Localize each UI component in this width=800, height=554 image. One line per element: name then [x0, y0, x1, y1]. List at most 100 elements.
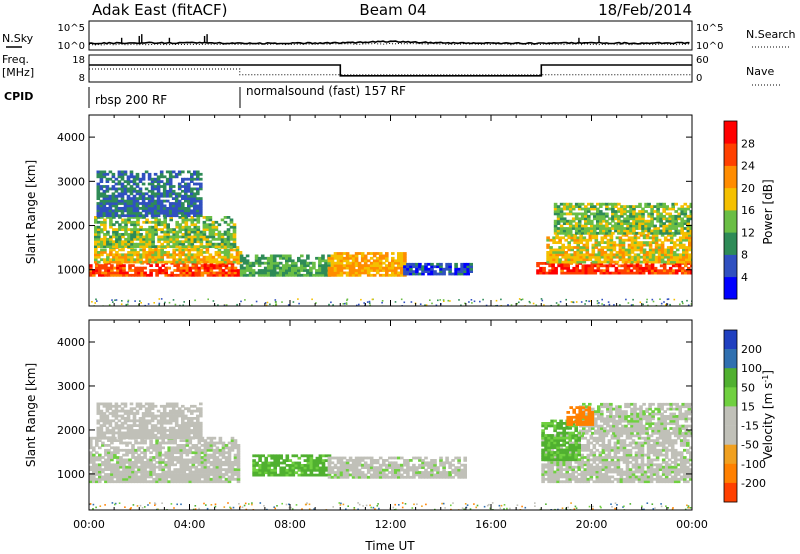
scatter-point: [608, 303, 611, 306]
range-time-cell: [169, 230, 173, 234]
range-time-cell: [182, 470, 187, 474]
range-time-cell: [188, 473, 193, 476]
range-time-cell: [553, 212, 558, 216]
range-time-cell: [158, 456, 162, 459]
range-time-cell: [297, 456, 302, 460]
range-time-cell: [651, 241, 656, 244]
range-time-cell: [315, 271, 319, 275]
range-time-cell: [152, 269, 156, 272]
range-time-cell: [97, 253, 101, 257]
range-time-cell: [171, 404, 176, 408]
range-time-cell: [124, 223, 128, 227]
range-time-cell: [173, 475, 177, 479]
range-time-cell: [227, 468, 232, 471]
range-time-cell: [626, 231, 630, 235]
range-time-cell: [170, 458, 174, 462]
range-time-cell: [654, 243, 659, 247]
range-time-cell: [147, 211, 152, 215]
range-time-cell: [272, 254, 277, 258]
range-time-cell: [159, 194, 164, 198]
scatter-point: [264, 302, 267, 304]
range-time-cell: [609, 248, 614, 252]
range-time-cell: [324, 273, 328, 277]
range-time-cell: [330, 256, 335, 260]
range-time-cell: [552, 258, 556, 262]
range-time-cell: [153, 180, 158, 183]
range-time-cell: [556, 231, 561, 235]
range-time-cell: [599, 222, 603, 225]
range-time-cell: [146, 463, 150, 467]
range-time-cell: [551, 271, 555, 275]
range-time-cell: [110, 463, 114, 467]
range-time-cell: [128, 480, 132, 484]
range-time-cell: [427, 270, 431, 273]
range-time-cell: [174, 202, 179, 205]
range-time-cell: [662, 214, 666, 218]
range-time-cell: [100, 245, 104, 248]
range-time-cell: [165, 211, 170, 215]
range-time-cell: [103, 228, 107, 231]
range-time-cell: [199, 245, 204, 248]
range-time-cell: [611, 205, 615, 208]
scatter-point: [647, 304, 649, 306]
range-time-cell: [190, 237, 195, 241]
range-time-cell: [179, 458, 184, 462]
scatter-point: [642, 303, 644, 306]
range-time-cell: [148, 225, 152, 229]
range-time-cell: [635, 219, 639, 223]
range-time-cell: [545, 271, 549, 275]
range-time-cell: [555, 233, 559, 237]
range-time-cell: [123, 412, 128, 415]
range-time-cell: [306, 254, 310, 258]
range-time-cell: [255, 473, 259, 477]
range-time-cell: [129, 409, 134, 413]
range-time-cell: [193, 424, 197, 427]
range-time-cell: [94, 216, 98, 219]
range-time-cell: [605, 214, 609, 218]
scatter-point: [603, 304, 605, 306]
range-time-cell: [123, 436, 128, 440]
range-time-cell: [110, 264, 114, 267]
range-time-cell: [288, 464, 293, 467]
range-time-cell: [559, 212, 564, 216]
range-time-cell: [574, 217, 579, 221]
range-time-cell: [100, 223, 104, 227]
range-time-cell: [223, 253, 228, 257]
range-time-cell: [382, 261, 386, 265]
range-time-cell: [369, 252, 374, 255]
range-time-cell: [163, 245, 167, 248]
range-time-cell: [466, 270, 470, 273]
range-time-cell: [156, 189, 161, 193]
range-time-cell: [663, 248, 668, 252]
range-time-cell: [388, 466, 392, 469]
range-time-cell: [193, 197, 197, 200]
range-time-cell: [121, 218, 125, 222]
range-time-cell: [199, 235, 204, 239]
range-time-cell: [126, 182, 131, 186]
range-time-cell: [140, 266, 144, 270]
range-time-cell: [107, 266, 111, 270]
range-time-cell: [187, 235, 192, 239]
range-time-cell: [182, 480, 187, 484]
range-time-cell: [129, 407, 134, 411]
range-time-cell: [135, 211, 140, 215]
range-time-cell: [659, 224, 663, 228]
range-time-cell: [669, 246, 674, 249]
range-time-cell: [205, 216, 210, 219]
range-time-cell: [155, 480, 159, 484]
range-time-cell: [297, 273, 301, 277]
range-time-cell: [202, 255, 207, 259]
range-time-cell: [282, 459, 287, 462]
range-time-cell: [179, 448, 184, 452]
range-time-cell: [143, 477, 147, 481]
range-time-cell: [168, 426, 173, 430]
range-time-cell: [568, 219, 573, 223]
range-time-cell: [107, 458, 111, 462]
range-time-cell: [220, 233, 225, 236]
range-time-cell: [129, 189, 134, 193]
range-time-cell: [132, 419, 137, 423]
range-time-cell: [182, 266, 187, 270]
range-time-cell: [126, 180, 131, 183]
range-time-cell: [421, 265, 425, 269]
range-time-cell: [141, 421, 146, 425]
